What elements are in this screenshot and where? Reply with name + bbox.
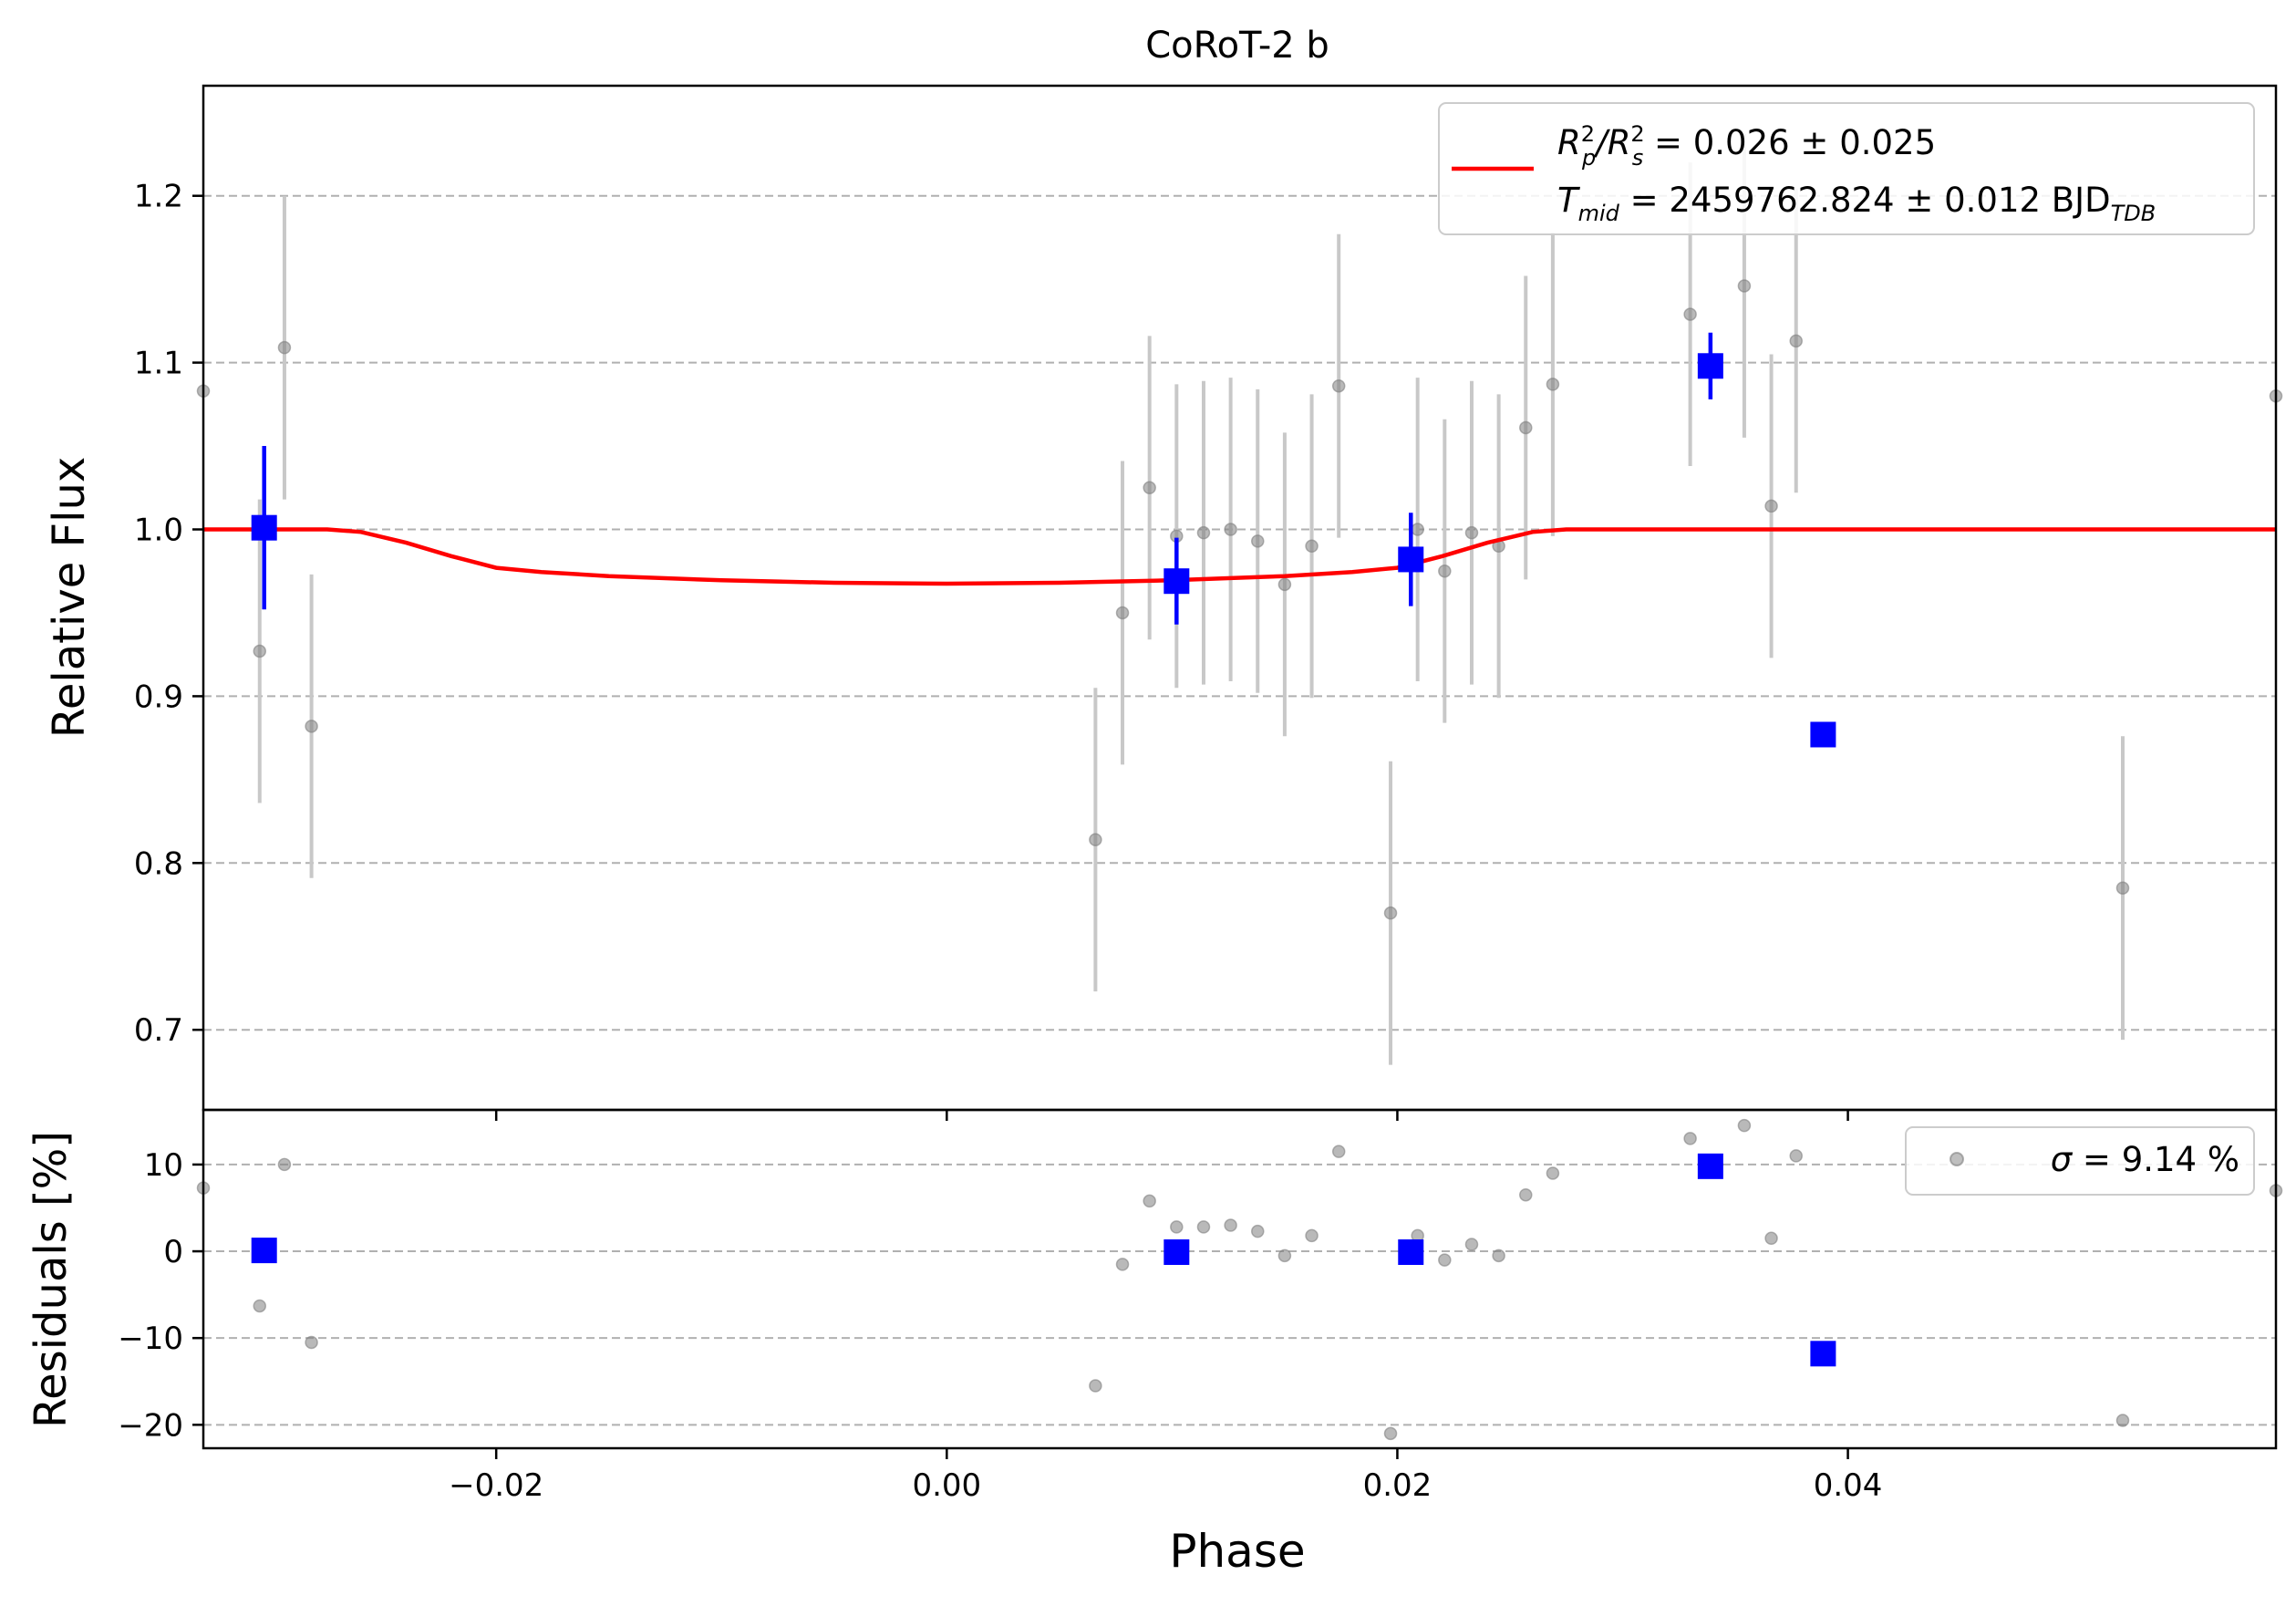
bottom-y-tick-label: 10 xyxy=(144,1147,183,1184)
residual-raw-point xyxy=(1115,1258,1130,1271)
binned-data-point xyxy=(1810,721,1836,748)
residual-raw-point xyxy=(1331,1145,1346,1158)
bottom-panel-binned-points xyxy=(251,1153,1836,1367)
top-legend-box xyxy=(1438,102,2255,235)
raw-data-point xyxy=(1737,279,1752,293)
top-y-tick-label: 1.0 xyxy=(134,513,183,549)
bottom-legend-box xyxy=(1905,1126,2255,1196)
bottom-panel-raw-points xyxy=(196,1118,2283,1441)
residual-binned-point xyxy=(1164,1239,1190,1266)
bottom-y-tick-label: −10 xyxy=(118,1321,183,1357)
raw-data-point xyxy=(1383,906,1398,920)
x-tick-label: 0.02 xyxy=(1363,1467,1432,1504)
top-panel-gridlines xyxy=(203,194,2276,1031)
residual-raw-point xyxy=(2115,1414,2130,1427)
residual-raw-point xyxy=(1196,1220,1211,1234)
residual-raw-point xyxy=(305,1335,318,1350)
raw-data-point xyxy=(1089,833,1102,846)
top-y-tick-label: 0.8 xyxy=(134,845,183,882)
residual-raw-point xyxy=(1277,1249,1292,1263)
bottom-legend-marker xyxy=(1950,1152,1964,1166)
legend-mid-time-entry: Tmid = 2459762.824 ± 0.012 BJDTDB xyxy=(1557,181,2156,226)
x-tick-label: −0.02 xyxy=(449,1467,543,1504)
raw-data-point xyxy=(1251,534,1265,548)
residual-raw-point xyxy=(1683,1132,1697,1145)
top-panel-binned-points xyxy=(251,332,1836,748)
residual-raw-point xyxy=(1143,1194,1156,1208)
legend-radius-ratio-entry: R2 p/R2 s = 0.026 ± 0.025 xyxy=(1557,121,1936,171)
raw-data-point xyxy=(1789,334,1804,348)
raw-data-point xyxy=(1764,499,1778,513)
bottom-panel-gridlines xyxy=(203,1163,2276,1426)
legend-sigma-entry: σ = 9.14 % xyxy=(2051,1140,2239,1179)
residual-raw-point xyxy=(1305,1228,1319,1243)
raw-data-point xyxy=(1277,577,1292,592)
residual-binned-point xyxy=(1398,1239,1424,1266)
top-y-tick-label: 1.1 xyxy=(134,346,183,382)
residual-raw-point xyxy=(1438,1253,1452,1267)
x-tick-label: 0.00 xyxy=(912,1467,981,1504)
raw-data-point xyxy=(277,340,292,355)
chart-title: CoRoT-2 b xyxy=(1145,25,1329,67)
raw-data-point xyxy=(1115,606,1130,620)
x-tick-label: 0.04 xyxy=(1814,1467,1883,1504)
raw-data-point xyxy=(1519,420,1533,435)
raw-data-point xyxy=(1546,378,1560,391)
residual-raw-point xyxy=(1089,1379,1102,1393)
top-panel-legend: R2 p/R2 s = 0.026 ± 0.025 Tmid = 2459762.8… xyxy=(1438,102,2255,235)
top-y-tick-label: 0.9 xyxy=(134,679,183,715)
residual-raw-point xyxy=(277,1157,292,1172)
residual-binned-point xyxy=(251,1238,277,1264)
residual-raw-point xyxy=(1519,1187,1533,1202)
residual-raw-point xyxy=(1170,1220,1184,1234)
residual-binned-point xyxy=(1810,1341,1836,1367)
top-panel-y-ticks: 0.7 0.8 0.9 1.0 1.1 1.2 xyxy=(134,179,203,1049)
top-y-tick-label: 1.2 xyxy=(134,179,183,215)
raw-data-point xyxy=(1224,523,1237,536)
raw-data-point xyxy=(1331,378,1346,393)
top-panel-raw-points xyxy=(196,134,2283,1065)
top-y-tick-label: 0.7 xyxy=(134,1012,183,1049)
residual-raw-point xyxy=(1224,1218,1237,1232)
raw-data-point xyxy=(1683,307,1697,321)
top-panel-y-axis-label: Relative Flux xyxy=(44,457,95,739)
residual-raw-point xyxy=(1764,1231,1778,1246)
bottom-y-tick-label: −20 xyxy=(118,1407,183,1444)
binned-data-point xyxy=(1164,568,1190,595)
bottom-panel-y-ticks: −20 −10 0 10 xyxy=(118,1147,203,1444)
raw-data-point xyxy=(305,720,318,733)
raw-data-point xyxy=(1196,525,1211,540)
bottom-panel-legend: σ = 9.14 % xyxy=(1905,1126,2255,1196)
residual-raw-point xyxy=(1492,1249,1505,1263)
binned-data-point xyxy=(1697,353,1723,379)
residual-binned-point xyxy=(1697,1153,1723,1179)
raw-data-point xyxy=(1305,539,1319,554)
x-axis-label: Phase xyxy=(1169,1525,1305,1578)
bottom-y-tick-label: 0 xyxy=(163,1234,183,1270)
residual-raw-point xyxy=(1251,1224,1265,1238)
raw-data-point xyxy=(253,644,267,658)
residual-raw-point xyxy=(1546,1166,1560,1180)
raw-data-point xyxy=(1411,523,1424,536)
residual-raw-point xyxy=(1789,1149,1804,1163)
bottom-panel-y-axis-label: Residuals [%] xyxy=(26,1131,77,1428)
transit-model-line xyxy=(203,527,2276,586)
bottom-panel-frame xyxy=(202,1108,2278,1450)
binned-data-point xyxy=(251,514,277,541)
x-axis-ticks: −0.02 0.00 0.02 0.04 xyxy=(449,1110,1882,1504)
raw-data-point xyxy=(1143,481,1156,495)
residual-raw-point xyxy=(253,1299,267,1313)
binned-data-point xyxy=(1398,546,1424,573)
residual-raw-point xyxy=(1464,1238,1479,1251)
raw-data-point xyxy=(2115,881,2130,895)
raw-data-point xyxy=(1464,525,1479,540)
residual-raw-point xyxy=(1383,1426,1398,1441)
raw-data-point xyxy=(1438,564,1452,578)
residual-raw-point xyxy=(1737,1118,1752,1133)
